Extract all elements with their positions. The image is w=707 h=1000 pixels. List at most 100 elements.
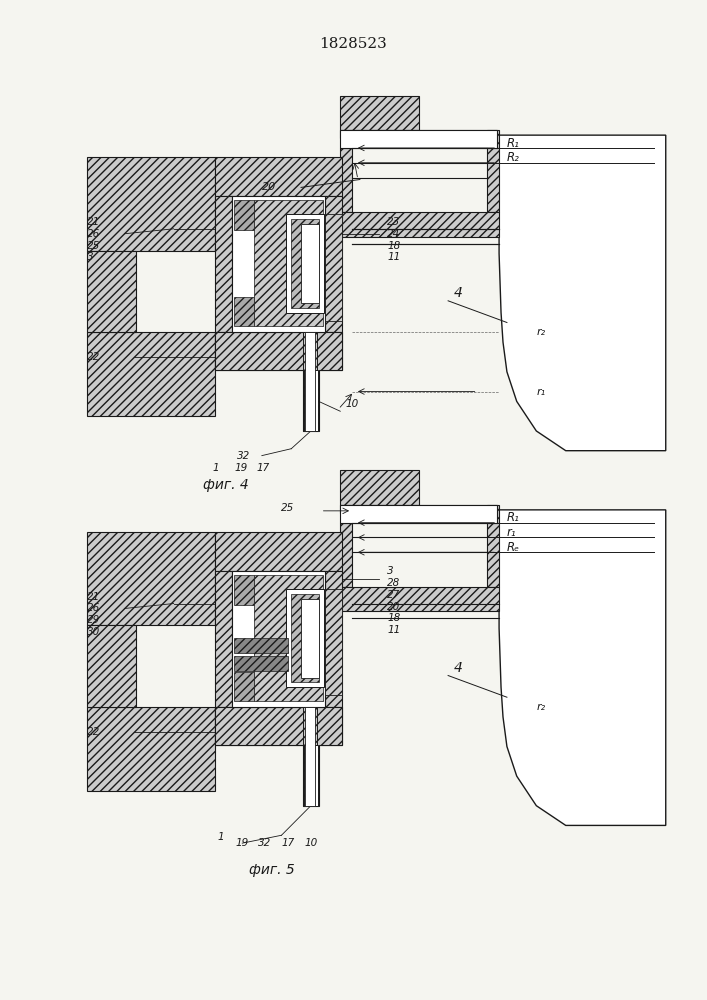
Text: 19: 19 xyxy=(235,838,249,848)
Bar xyxy=(340,523,352,587)
Bar xyxy=(340,130,497,148)
Bar xyxy=(235,575,254,605)
Text: r₁: r₁ xyxy=(507,526,517,539)
Text: 32: 32 xyxy=(258,838,271,848)
Text: 20: 20 xyxy=(387,601,401,611)
Bar xyxy=(235,656,288,671)
Bar xyxy=(215,707,342,745)
Text: 30: 30 xyxy=(88,627,100,637)
Text: r₁: r₁ xyxy=(537,387,546,397)
Bar xyxy=(340,212,499,237)
Bar xyxy=(254,575,322,701)
Bar xyxy=(340,130,497,138)
Bar xyxy=(303,332,317,431)
Text: фиг. 4: фиг. 4 xyxy=(203,478,249,492)
Text: 10: 10 xyxy=(345,399,358,409)
Text: 25: 25 xyxy=(281,503,295,513)
Text: 24: 24 xyxy=(387,229,401,239)
Bar xyxy=(215,157,342,196)
Bar xyxy=(487,523,499,587)
Bar xyxy=(340,587,499,611)
Text: 20: 20 xyxy=(262,182,276,192)
Text: 1: 1 xyxy=(218,832,224,842)
Text: 18: 18 xyxy=(387,613,401,623)
Bar xyxy=(286,589,324,687)
Bar xyxy=(340,96,419,130)
Bar xyxy=(304,745,317,806)
Text: 23: 23 xyxy=(387,217,401,227)
Text: 21: 21 xyxy=(88,217,100,227)
Bar xyxy=(88,532,215,625)
Text: 10: 10 xyxy=(305,838,318,848)
Bar xyxy=(301,224,319,303)
Bar xyxy=(325,589,342,695)
Bar xyxy=(215,571,233,707)
Text: 3: 3 xyxy=(387,566,394,576)
Text: 26: 26 xyxy=(88,229,100,239)
Text: 25: 25 xyxy=(88,241,100,251)
Text: 4: 4 xyxy=(454,661,463,675)
Bar xyxy=(340,148,352,212)
Text: r₂: r₂ xyxy=(537,702,546,712)
Bar xyxy=(233,196,325,332)
Bar xyxy=(340,505,497,513)
Bar xyxy=(303,707,317,806)
Text: 22: 22 xyxy=(88,727,100,737)
Text: r₂: r₂ xyxy=(537,327,546,337)
Bar xyxy=(88,332,215,416)
Bar xyxy=(215,332,342,370)
Text: 22: 22 xyxy=(88,352,100,362)
Text: 32: 32 xyxy=(238,451,250,461)
Text: 4: 4 xyxy=(454,286,463,300)
Text: 11: 11 xyxy=(387,252,401,262)
Text: Rₑ: Rₑ xyxy=(507,541,520,554)
Bar xyxy=(325,196,342,332)
Bar xyxy=(254,200,322,326)
Bar xyxy=(235,200,254,230)
Text: 11: 11 xyxy=(387,625,401,635)
Text: 18: 18 xyxy=(387,241,401,251)
Text: фиг. 5: фиг. 5 xyxy=(249,863,295,877)
Polygon shape xyxy=(499,510,666,825)
Bar xyxy=(235,672,254,701)
Bar xyxy=(235,638,288,653)
Bar xyxy=(305,332,315,431)
Bar xyxy=(304,370,317,431)
Bar xyxy=(235,297,254,326)
Text: R₁: R₁ xyxy=(507,137,520,150)
Bar xyxy=(325,571,342,707)
Bar xyxy=(291,219,319,308)
Text: 19: 19 xyxy=(235,463,247,473)
Bar xyxy=(215,532,342,571)
Bar xyxy=(340,505,497,523)
Bar xyxy=(88,707,215,791)
Text: 1: 1 xyxy=(213,463,219,473)
Text: 28: 28 xyxy=(387,578,401,588)
Text: 3: 3 xyxy=(88,252,94,262)
Text: R₂: R₂ xyxy=(507,151,520,164)
Text: 21: 21 xyxy=(88,592,100,602)
Bar xyxy=(305,707,315,806)
Bar xyxy=(325,214,342,321)
Text: R₁: R₁ xyxy=(507,511,520,524)
Polygon shape xyxy=(215,332,342,431)
Bar xyxy=(340,470,419,505)
Text: 27: 27 xyxy=(387,590,401,600)
Text: 26: 26 xyxy=(88,603,100,613)
Bar xyxy=(233,571,325,707)
Bar xyxy=(215,196,233,332)
Bar xyxy=(487,130,499,148)
Text: 29: 29 xyxy=(88,615,100,625)
Bar xyxy=(487,148,499,212)
Polygon shape xyxy=(215,707,342,806)
Text: 17: 17 xyxy=(257,463,270,473)
Bar xyxy=(301,599,319,678)
Bar xyxy=(286,214,324,313)
Bar xyxy=(88,625,136,707)
Bar xyxy=(88,251,136,332)
Bar xyxy=(291,594,319,682)
Bar xyxy=(487,505,499,523)
Text: 17: 17 xyxy=(281,838,295,848)
Polygon shape xyxy=(499,135,666,451)
Text: 1828523: 1828523 xyxy=(319,37,387,51)
